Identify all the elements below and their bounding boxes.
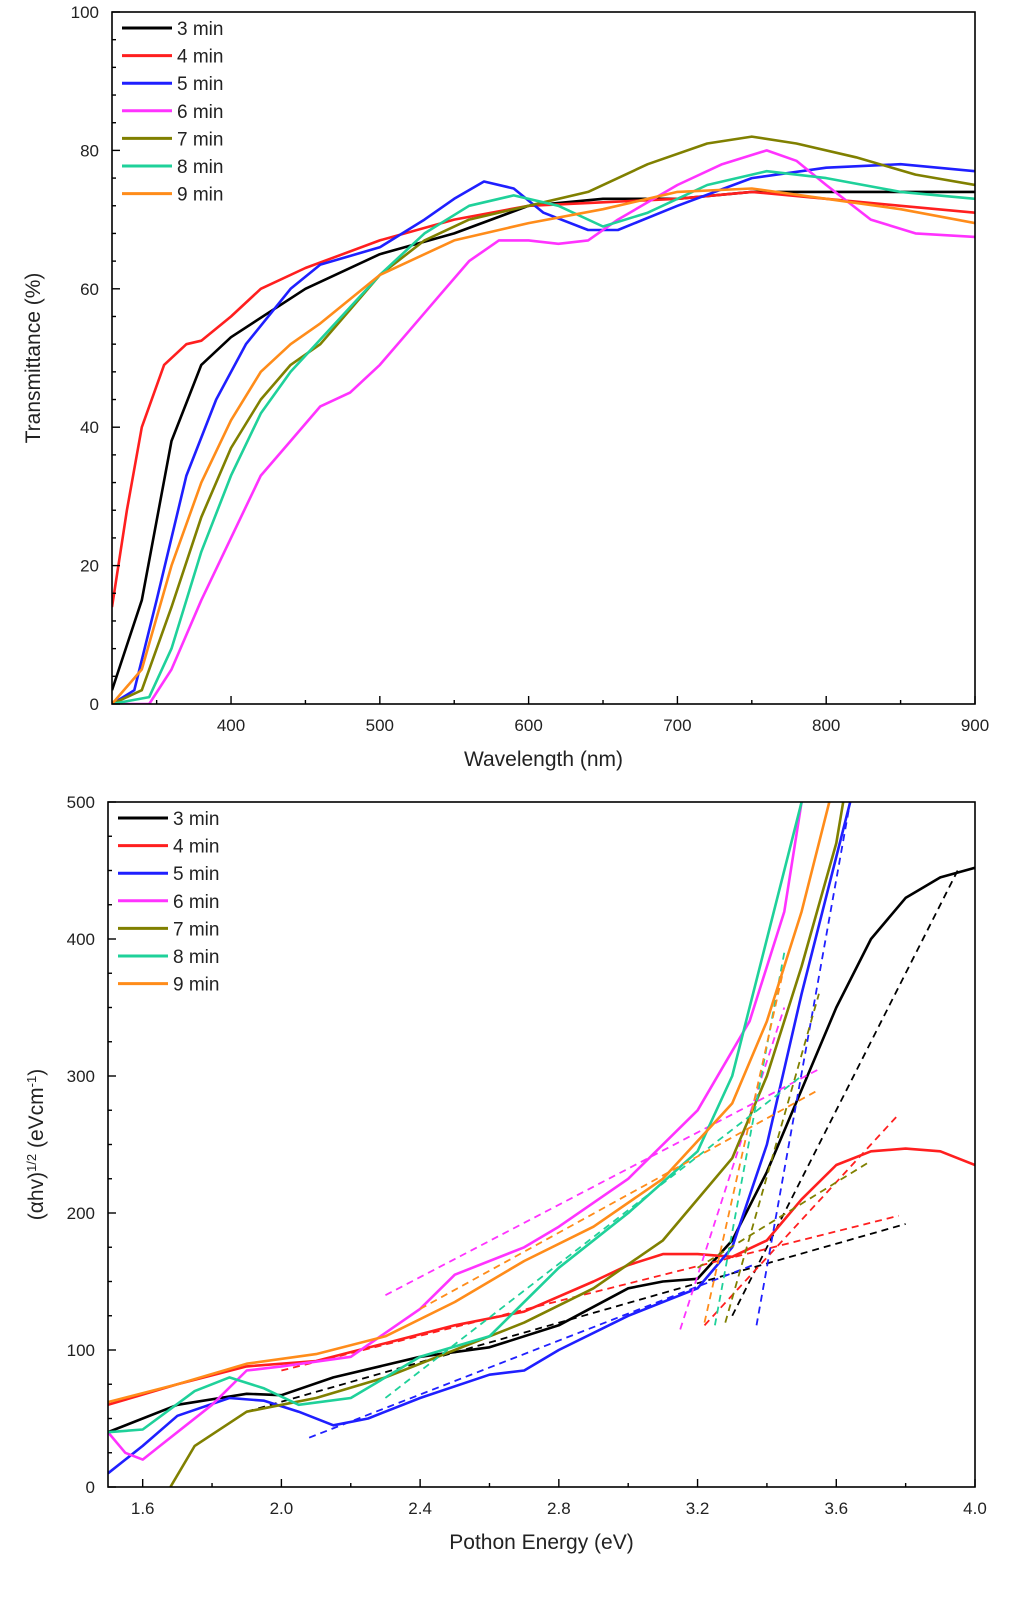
x-tick-label: 2.8 bbox=[547, 1499, 571, 1518]
y-tick-label: 60 bbox=[80, 280, 99, 299]
x-tick-label: 3.6 bbox=[824, 1499, 848, 1518]
legend-label: 6 min bbox=[173, 892, 219, 913]
y-tick-label: 500 bbox=[67, 793, 95, 812]
legend-label: 3 min bbox=[177, 19, 223, 40]
fit-line-5-min bbox=[308, 1262, 757, 1439]
y-tick-label: 80 bbox=[80, 141, 99, 160]
y-axis-label-part: -1 bbox=[24, 1076, 39, 1088]
x-tick-label: 3.2 bbox=[686, 1499, 710, 1518]
fit-line-8-min bbox=[384, 1075, 803, 1399]
series-line-8-min bbox=[112, 169, 975, 704]
series-line-7-min bbox=[169, 802, 845, 1487]
series-line-3-min bbox=[112, 190, 975, 691]
y-tick-label: 40 bbox=[80, 418, 99, 437]
series-line-7-min bbox=[112, 135, 975, 704]
x-tick-label: 1.6 bbox=[131, 1499, 155, 1518]
fit-line-4-min bbox=[281, 1214, 899, 1372]
series-line-5-min bbox=[108, 802, 852, 1475]
series-line-8-min bbox=[108, 802, 803, 1434]
series-line-6-min bbox=[112, 149, 975, 704]
fit-line-6-min bbox=[385, 1068, 820, 1296]
y-tick-label: 400 bbox=[67, 930, 95, 949]
series-line-3-min bbox=[108, 866, 975, 1434]
x-tick-label: 500 bbox=[366, 716, 394, 735]
series-line-5-min bbox=[112, 162, 975, 704]
legend-label: 3 min bbox=[173, 809, 219, 830]
x-tick-label: 2.4 bbox=[408, 1499, 432, 1518]
series-line-9-min bbox=[108, 802, 831, 1404]
y-tick-label: 100 bbox=[71, 3, 99, 22]
fit-line-6-min bbox=[679, 1007, 786, 1330]
x-axis-label: Wavelength (nm) bbox=[464, 748, 623, 771]
fit-line-9-min bbox=[419, 1088, 820, 1310]
y-tick-label: 0 bbox=[86, 1478, 95, 1497]
legend-label: 4 min bbox=[173, 837, 219, 858]
y-tick-label: 0 bbox=[90, 695, 99, 714]
legend-label: 5 min bbox=[173, 864, 219, 885]
series-line-9-min bbox=[112, 187, 975, 704]
y-axis-label: (αhv)1/2 (eVcm-1) bbox=[24, 1069, 49, 1220]
legend-label: 7 min bbox=[173, 919, 219, 940]
y-axis-label: Transmittance (%) bbox=[22, 273, 45, 444]
series-line-4-min bbox=[112, 190, 975, 608]
fit-line-3-min bbox=[246, 1223, 906, 1413]
y-tick-label: 300 bbox=[67, 1067, 95, 1086]
x-tick-label: 800 bbox=[812, 716, 840, 735]
y-axis-label-part: 1/2 bbox=[24, 1154, 39, 1172]
x-tick-label: 400 bbox=[217, 716, 245, 735]
y-tick-label: 200 bbox=[67, 1204, 95, 1223]
legend-label: 5 min bbox=[177, 74, 223, 95]
y-tick-label: 100 bbox=[67, 1341, 95, 1360]
x-axis-label: Pothon Energy (eV) bbox=[449, 1531, 633, 1554]
plot-frame bbox=[107, 801, 976, 1488]
legend-label: 8 min bbox=[173, 947, 219, 968]
y-axis-label-part: ) bbox=[25, 1069, 48, 1076]
fit-line-7-min bbox=[697, 1160, 872, 1269]
legend-label: 8 min bbox=[177, 157, 223, 178]
legend-label: 4 min bbox=[177, 47, 223, 68]
plot-area bbox=[108, 802, 975, 1487]
legend-label: 7 min bbox=[177, 129, 223, 150]
x-tick-label: 900 bbox=[961, 716, 989, 735]
transmittance-chart: 400 500 600 700 800 900 0 20 40 60 80 100 Wavelength… bbox=[22, 3, 989, 771]
y-tick-label: 20 bbox=[80, 557, 99, 576]
fit-line-5-min bbox=[755, 802, 852, 1326]
fit-line-9-min bbox=[703, 966, 786, 1323]
x-tick-label: 700 bbox=[663, 716, 691, 735]
y-axis-label-part: (αhv) bbox=[25, 1172, 48, 1220]
x-tick-label: 2.0 bbox=[270, 1499, 294, 1518]
x-tick-label: 4.0 bbox=[963, 1499, 987, 1518]
legend-label: 9 min bbox=[173, 975, 219, 996]
x-tick-label: 600 bbox=[514, 716, 542, 735]
y-axis-label-part: (eVcm bbox=[25, 1087, 48, 1154]
tauc-plot-chart: 1.6 2.0 2.4 2.8 3.2 3.6 4.0 0 100 200 300 400 500 Pot… bbox=[24, 793, 987, 1554]
plot-area bbox=[112, 135, 975, 704]
legend-label: 6 min bbox=[177, 102, 223, 123]
plot-frame bbox=[111, 11, 976, 705]
series-line-6-min bbox=[108, 802, 803, 1461]
fit-line-7-min bbox=[724, 993, 820, 1323]
legend-label: 9 min bbox=[177, 185, 223, 206]
